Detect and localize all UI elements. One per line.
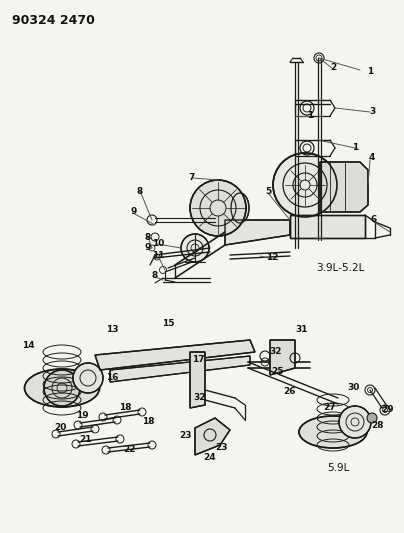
Text: 13: 13	[106, 326, 118, 335]
Text: 30: 30	[348, 384, 360, 392]
Polygon shape	[270, 340, 295, 375]
Polygon shape	[190, 352, 205, 408]
Text: 10: 10	[152, 238, 164, 247]
Text: 8: 8	[137, 187, 143, 196]
Ellipse shape	[299, 416, 367, 448]
Text: 23: 23	[179, 431, 191, 440]
Polygon shape	[110, 356, 250, 382]
Circle shape	[339, 406, 371, 438]
Text: 32: 32	[270, 348, 282, 357]
Text: 22: 22	[124, 446, 136, 455]
Text: 26: 26	[284, 387, 296, 397]
Text: 4: 4	[369, 154, 375, 163]
Text: 3.9L-5.2L: 3.9L-5.2L	[316, 263, 364, 273]
Text: 25: 25	[272, 367, 284, 376]
Circle shape	[190, 180, 246, 236]
Text: 29: 29	[382, 406, 394, 415]
Circle shape	[44, 370, 80, 406]
Text: 23: 23	[216, 443, 228, 453]
Text: 14: 14	[22, 341, 34, 350]
Text: 90324 2470: 90324 2470	[12, 14, 95, 27]
Text: 8: 8	[145, 232, 151, 241]
Text: 7: 7	[189, 174, 195, 182]
Text: 24: 24	[204, 454, 216, 463]
Polygon shape	[320, 162, 368, 212]
Text: 11: 11	[152, 251, 164, 260]
Text: 5.9L: 5.9L	[327, 463, 349, 473]
Text: 5: 5	[265, 188, 271, 197]
Text: 20: 20	[54, 424, 66, 432]
Polygon shape	[195, 418, 230, 455]
Text: 31: 31	[296, 326, 308, 335]
Text: 3: 3	[369, 108, 375, 117]
Text: 9: 9	[131, 207, 137, 216]
Text: 1: 1	[307, 110, 313, 119]
Ellipse shape	[231, 193, 249, 223]
Text: 18: 18	[142, 417, 154, 426]
Ellipse shape	[25, 369, 99, 407]
Circle shape	[73, 363, 103, 393]
Text: 32: 32	[194, 393, 206, 402]
Text: 28: 28	[372, 421, 384, 430]
Polygon shape	[225, 220, 290, 245]
Circle shape	[367, 413, 377, 423]
Text: 12: 12	[266, 254, 278, 262]
Polygon shape	[290, 215, 365, 238]
Text: 1: 1	[367, 68, 373, 77]
Text: 15: 15	[162, 319, 174, 327]
Text: 16: 16	[106, 374, 118, 383]
Text: 18: 18	[119, 403, 131, 413]
Text: 9: 9	[145, 244, 151, 253]
Text: 21: 21	[79, 435, 91, 445]
Text: 17: 17	[191, 356, 204, 365]
Text: 2: 2	[330, 63, 336, 72]
Polygon shape	[95, 340, 255, 370]
Circle shape	[181, 234, 209, 262]
Circle shape	[273, 153, 337, 217]
Text: 1: 1	[352, 143, 358, 152]
Text: 19: 19	[76, 410, 88, 419]
Text: 8: 8	[152, 271, 158, 280]
Text: 6: 6	[371, 215, 377, 224]
Text: 27: 27	[324, 403, 336, 413]
